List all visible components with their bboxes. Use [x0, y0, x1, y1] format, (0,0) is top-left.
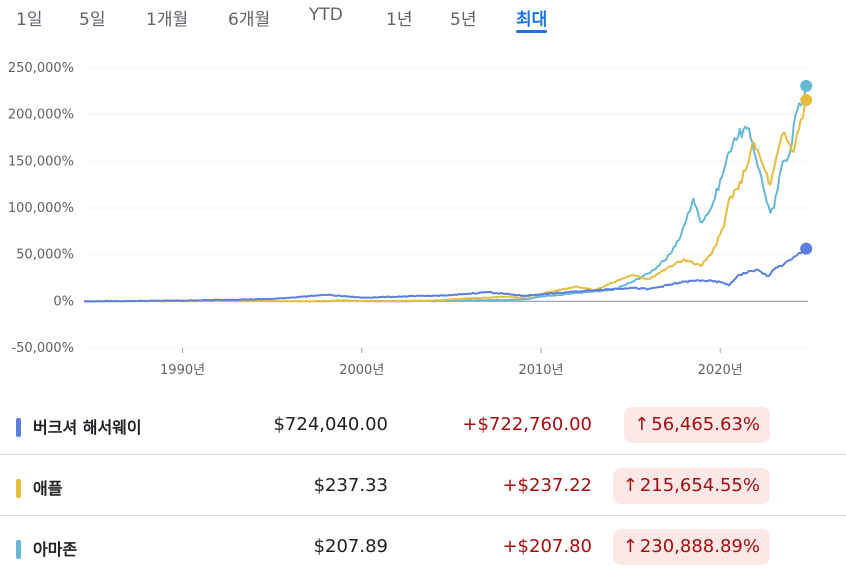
y-tick-label: 0% — [53, 294, 74, 309]
percent-change-badge: ↑ 215,654.55% — [612, 468, 770, 504]
stock-change: +$207.80 — [502, 536, 592, 557]
percent-change-value: 215,654.55% — [639, 475, 760, 496]
stock-change: +$237.22 — [502, 475, 592, 496]
series-end-marker — [800, 242, 813, 255]
comparison-table: 버크셔 해서웨이 $724,040.00 +$722,760.00 ↑ 56,46… — [0, 394, 846, 571]
table-row-apple[interactable]: 애플 $237.33 +$237.22 ↑ 215,654.55% — [0, 455, 846, 516]
stock-name: 버크셔 해서웨이 — [33, 418, 142, 437]
percent-change-badge: ↑ 56,465.63% — [624, 407, 770, 443]
tab-1y[interactable]: 1년 — [386, 10, 413, 30]
time-range-tabs: 1일 5일 1개월 6개월 YTD 1년 5년 최대 — [0, 0, 846, 40]
tab-5d[interactable]: 5일 — [79, 10, 106, 30]
legend-swatch-apple — [16, 479, 21, 498]
percent-change-value: 230,888.89% — [639, 536, 760, 557]
percent-change-value: 56,465.63% — [651, 414, 760, 435]
table-row-amazon[interactable]: 아마존 $207.89 +$207.80 ↑ 230,888.89% — [0, 516, 846, 571]
series-end-marker — [800, 94, 813, 107]
tab-6m[interactable]: 6개월 — [228, 10, 271, 30]
arrow-up-icon: ↑ — [634, 414, 650, 435]
stock-price: $724,040.00 — [273, 414, 388, 435]
x-tick-label: 2020년 — [698, 363, 743, 378]
axis-layer: 250,000% 200,000% 150,000% 100,000% 50,000% 0… — [8, 61, 743, 378]
stock-name: 아마존 — [33, 540, 78, 559]
tab-max[interactable]: 최대 — [516, 10, 548, 30]
y-tick-label: 150,000% — [8, 154, 74, 169]
percent-change-badge: ↑ 230,888.89% — [612, 529, 770, 565]
y-tick-label: 50,000% — [16, 248, 74, 263]
tab-1m[interactable]: 1개월 — [146, 10, 189, 30]
marker-layer — [800, 79, 813, 255]
arrow-up-icon: ↑ — [622, 536, 638, 557]
tab-1d[interactable]: 1일 — [16, 10, 43, 30]
y-tick-label: 250,000% — [8, 61, 74, 76]
stock-price: $237.33 — [313, 475, 388, 496]
legend-swatch-berkshire — [16, 418, 21, 437]
tab-ytd[interactable]: YTD — [309, 5, 343, 25]
active-tab-indicator — [516, 30, 547, 33]
y-tick-label: 200,000% — [8, 108, 74, 123]
series-line — [315, 85, 808, 303]
stock-change: +$722,760.00 — [462, 414, 592, 435]
legend-swatch-amazon — [16, 540, 21, 559]
x-tick-label: 1990년 — [160, 363, 205, 378]
grid-layer — [84, 67, 808, 349]
y-tick-label: 100,000% — [8, 201, 74, 216]
stock-price: $207.89 — [313, 536, 388, 557]
x-tick-label: 2010년 — [518, 363, 563, 378]
tab-5y[interactable]: 5년 — [450, 10, 477, 30]
series-line — [83, 248, 808, 303]
x-tick-label: 2000년 — [339, 363, 384, 378]
table-row-berkshire[interactable]: 버크셔 해서웨이 $724,040.00 +$722,760.00 ↑ 56,46… — [0, 394, 846, 455]
stock-comparison-chart: 250,000% 200,000% 150,000% 100,000% 50,000% 0… — [8, 61, 813, 378]
y-tick-label: -50,000% — [11, 341, 74, 356]
series-layer — [83, 85, 808, 303]
series-end-marker — [800, 79, 813, 92]
arrow-up-icon: ↑ — [622, 475, 638, 496]
series-line — [83, 99, 808, 303]
stock-name: 애플 — [33, 479, 63, 498]
